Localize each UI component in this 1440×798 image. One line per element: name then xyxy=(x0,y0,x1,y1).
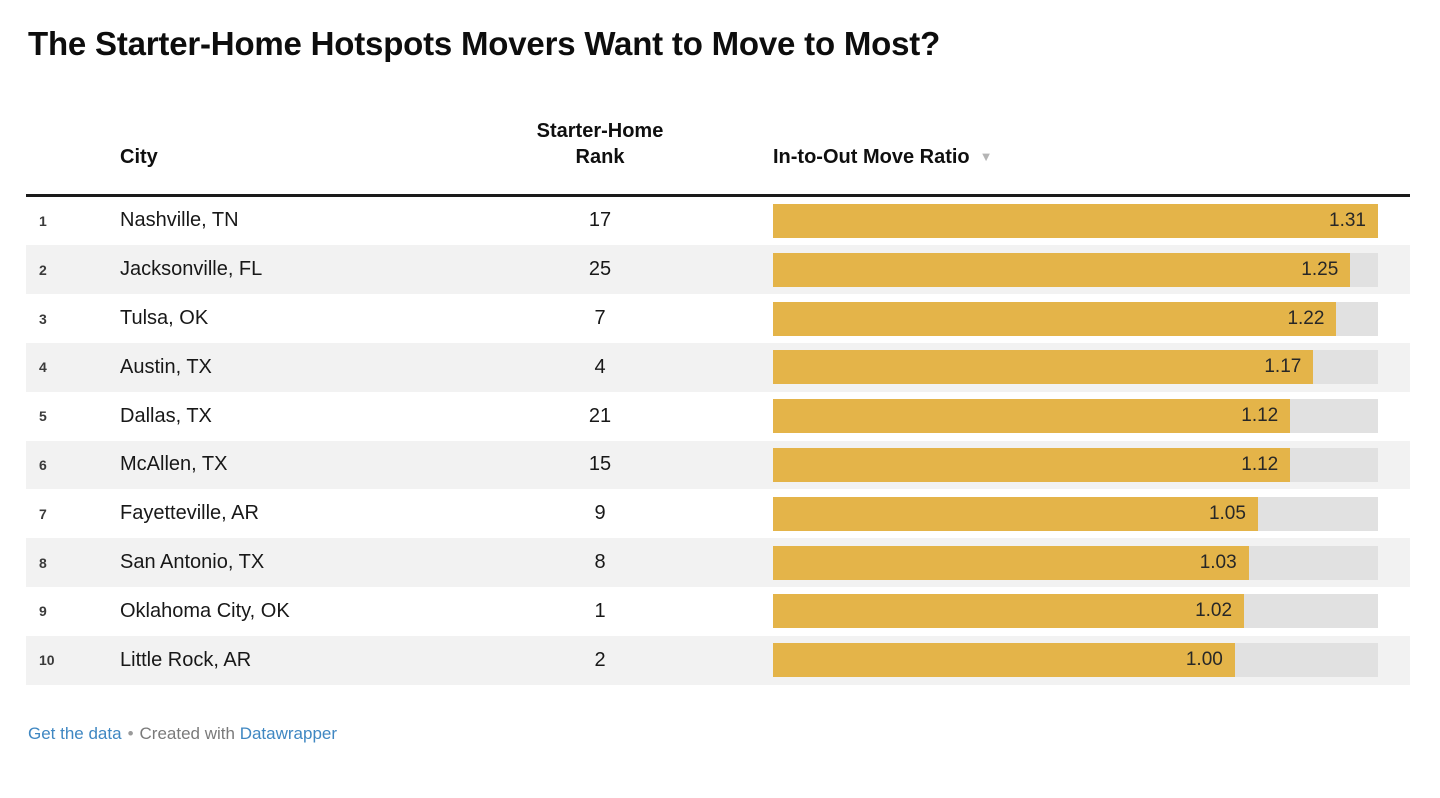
table-row: 6 McAllen, TX 15 1.12 xyxy=(26,440,1410,490)
chart-title: The Starter-Home Hotspots Movers Want to… xyxy=(28,25,941,62)
row-number: 5 xyxy=(39,408,47,425)
bar-track: 1.31 xyxy=(773,203,1378,238)
city-cell: Austin, TX xyxy=(120,355,212,378)
row-number: 6 xyxy=(39,456,47,473)
ratio-value-label: 1.05 xyxy=(1208,502,1246,524)
ratio-value-label: 1.17 xyxy=(1264,356,1302,378)
table-row: 5 Dallas, TX 21 1.12 xyxy=(26,392,1410,441)
ratio-bar: 1.31 xyxy=(773,203,1378,238)
starter-home-rank-cell: 2 xyxy=(594,648,606,671)
ratio-value-label: 1.25 xyxy=(1301,258,1339,280)
ratio-value-label: 1.00 xyxy=(1185,649,1223,671)
move-ratio-bar-cell: 1.25 xyxy=(773,252,1410,287)
ratio-bar: 1.12 xyxy=(773,399,1291,434)
table-row: 10 Little Rock, AR 2 1.00 xyxy=(26,635,1410,685)
row-number: 9 xyxy=(39,603,47,620)
column-header-city[interactable]: City xyxy=(120,145,158,168)
starter-home-rank-cell: 1 xyxy=(594,599,606,622)
table-row: 2 Jacksonville, FL 25 1.25 xyxy=(26,245,1410,295)
row-number: 7 xyxy=(39,505,47,522)
move-ratio-bar-cell: 1.12 xyxy=(773,399,1410,434)
ratio-bar: 1.00 xyxy=(773,643,1235,678)
ratio-value-label: 1.31 xyxy=(1329,209,1366,231)
ratio-value-label: 1.12 xyxy=(1241,405,1279,427)
column-header-rank-line1: Starter-Home xyxy=(536,119,664,142)
move-ratio-bar-cell: 1.00 xyxy=(773,643,1410,678)
move-ratio-bar-cell: 1.12 xyxy=(773,447,1410,482)
table-row: 8 San Antonio, TX 8 1.03 xyxy=(26,538,1410,587)
table-body: 1 Nashville, TN 17 1.31 2 Jacksonville, … xyxy=(26,197,1410,685)
datawrapper-link[interactable]: Datawrapper xyxy=(239,723,338,743)
row-number: 2 xyxy=(39,261,47,278)
row-number: 1 xyxy=(39,212,47,229)
bar-track: 1.22 xyxy=(773,301,1378,336)
city-cell: Jacksonville, FL xyxy=(120,258,263,281)
bar-track: 1.00 xyxy=(773,643,1378,678)
footer-separator: • xyxy=(127,723,134,743)
starter-home-rank-cell: 4 xyxy=(594,355,606,378)
ratio-bar: 1.05 xyxy=(773,496,1258,531)
move-ratio-bar-cell: 1.22 xyxy=(773,301,1410,336)
column-header-rank-line2: Rank xyxy=(575,145,625,168)
ratio-value-label: 1.22 xyxy=(1287,307,1325,329)
row-number: 3 xyxy=(39,310,47,327)
starter-home-rank-cell: 25 xyxy=(588,258,612,281)
get-the-data-link[interactable]: Get the data xyxy=(28,723,122,743)
table-row: 7 Fayetteville, AR 9 1.05 xyxy=(26,489,1410,538)
city-cell: Oklahoma City, OK xyxy=(120,599,290,622)
ratio-value-label: 1.03 xyxy=(1199,551,1237,573)
table-header-row: City Starter-Home Rank In-to-Out Move Ra… xyxy=(26,118,1410,197)
footer-created-with-text: Created with xyxy=(139,723,235,743)
column-header-starter-home-rank[interactable]: Starter-Home Rank xyxy=(500,118,700,170)
chart-footer: Get the data • Created with Datawrapper xyxy=(28,724,1440,744)
city-cell: Fayetteville, AR xyxy=(120,502,259,525)
ratio-value-label: 1.12 xyxy=(1241,453,1279,475)
bar-track: 1.03 xyxy=(773,545,1378,580)
bar-track: 1.17 xyxy=(773,350,1378,385)
row-number: 4 xyxy=(39,359,47,376)
city-cell: McAllen, TX xyxy=(120,453,228,476)
move-ratio-bar-cell: 1.02 xyxy=(773,594,1410,629)
city-cell: San Antonio, TX xyxy=(120,551,265,574)
ratio-bar: 1.22 xyxy=(773,301,1337,336)
table-row: 1 Nashville, TN 17 1.31 xyxy=(26,197,1410,246)
bar-track: 1.12 xyxy=(773,447,1378,482)
move-ratio-bar-cell: 1.17 xyxy=(773,350,1410,385)
starter-home-rank-cell: 15 xyxy=(588,453,612,476)
ratio-bar: 1.12 xyxy=(773,447,1291,482)
bar-track: 1.25 xyxy=(773,252,1378,287)
data-table: City Starter-Home Rank In-to-Out Move Ra… xyxy=(26,118,1410,685)
table-row: 3 Tulsa, OK 7 1.22 xyxy=(26,294,1410,343)
bar-track: 1.02 xyxy=(773,594,1378,629)
city-cell: Tulsa, OK xyxy=(120,307,209,330)
bar-track: 1.05 xyxy=(773,496,1378,531)
ratio-bar: 1.25 xyxy=(773,252,1351,287)
starter-home-rank-cell: 17 xyxy=(588,209,612,232)
table-row: 9 Oklahoma City, OK 1 1.02 xyxy=(26,587,1410,636)
starter-home-rank-cell: 21 xyxy=(588,404,612,427)
city-cell: Nashville, TN xyxy=(120,209,239,232)
bar-track: 1.12 xyxy=(773,399,1378,434)
row-number: 10 xyxy=(39,652,55,669)
move-ratio-bar-cell: 1.03 xyxy=(773,545,1410,580)
row-number: 8 xyxy=(39,554,47,571)
ratio-value-label: 1.02 xyxy=(1195,600,1233,622)
city-cell: Dallas, TX xyxy=(120,404,212,427)
city-cell: Little Rock, AR xyxy=(120,648,252,671)
ratio-bar: 1.17 xyxy=(773,350,1314,385)
column-header-ratio-label: In-to-Out Move Ratio xyxy=(773,145,970,168)
starter-home-rank-cell: 8 xyxy=(594,551,606,574)
move-ratio-bar-cell: 1.05 xyxy=(773,496,1410,531)
sort-descending-icon: ▼ xyxy=(979,148,993,164)
ratio-bar: 1.02 xyxy=(773,594,1245,629)
starter-home-rank-cell: 9 xyxy=(594,502,606,525)
chart-card: The Starter-Home Hotspots Movers Want to… xyxy=(0,24,1440,798)
column-header-move-ratio[interactable]: In-to-Out Move Ratio ▼ xyxy=(773,144,1410,170)
move-ratio-bar-cell: 1.31 xyxy=(773,203,1410,238)
table-row: 4 Austin, TX 4 1.17 xyxy=(26,342,1410,392)
ratio-bar: 1.03 xyxy=(773,545,1249,580)
starter-home-rank-cell: 7 xyxy=(594,307,606,330)
